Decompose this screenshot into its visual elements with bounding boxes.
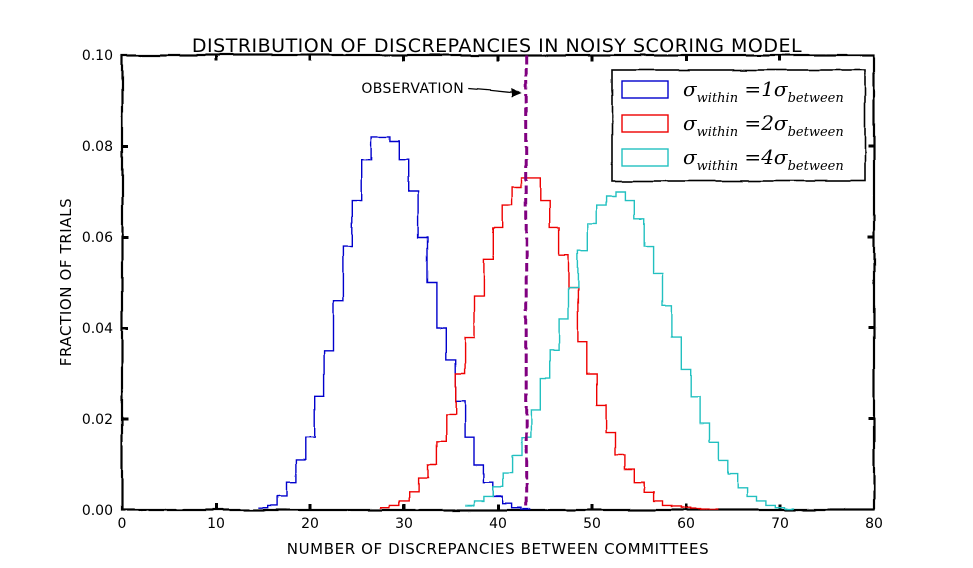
x-tick-label: 40 (489, 516, 507, 532)
y-tick-label: 0.04 (82, 321, 113, 337)
x-axis-label: NUMBER OF DISCREPANCIES BETWEEN COMMITTE… (287, 540, 709, 558)
x-tick-labels: 0 10 20 30 40 50 60 70 80 (118, 516, 883, 532)
legend-entry: σwithin =2σbetween (683, 111, 844, 140)
chart-title: DISTRIBUTION OF DISCREPANCIES IN NOISY S… (192, 35, 802, 57)
x-tick-label: 80 (865, 516, 883, 532)
x-tick-label: 60 (677, 516, 695, 532)
y-tick-label: 0.00 (82, 503, 113, 519)
y-tick-label: 0.08 (82, 139, 113, 155)
y-tick-labels: 0.00 0.02 0.04 0.06 0.08 0.10 (82, 48, 113, 519)
x-tick-label: 0 (118, 516, 127, 532)
series-layer (258, 136, 795, 511)
legend-entry: σwithin =4σbetween (683, 145, 844, 174)
legend-swatch (621, 80, 669, 99)
legend-swatch (621, 114, 669, 133)
observation-arrowhead (511, 88, 523, 97)
x-tick-label: 50 (583, 516, 601, 532)
series-2-line (380, 177, 719, 511)
legend-entry: σwithin =1σbetween (683, 77, 844, 106)
legend: σwithin =1σbetween σwithin =2σbetween σwit… (611, 69, 866, 182)
x-tick-label: 10 (207, 516, 225, 532)
series-3-line (465, 190, 795, 510)
series-1-line (258, 136, 531, 510)
legend-box (611, 69, 866, 182)
y-tick-label: 0.10 (82, 48, 113, 64)
observation-label: OBSERVATION (361, 81, 464, 97)
x-tick-label: 30 (395, 516, 413, 532)
y-axis-label: FRACTION OF TRIALS (57, 198, 75, 366)
x-tick-label: 20 (301, 516, 319, 532)
legend-swatch (621, 148, 669, 167)
y-tick-label: 0.02 (82, 412, 113, 428)
y-tick-label: 0.06 (82, 230, 113, 246)
x-tick-label: 70 (771, 516, 789, 532)
